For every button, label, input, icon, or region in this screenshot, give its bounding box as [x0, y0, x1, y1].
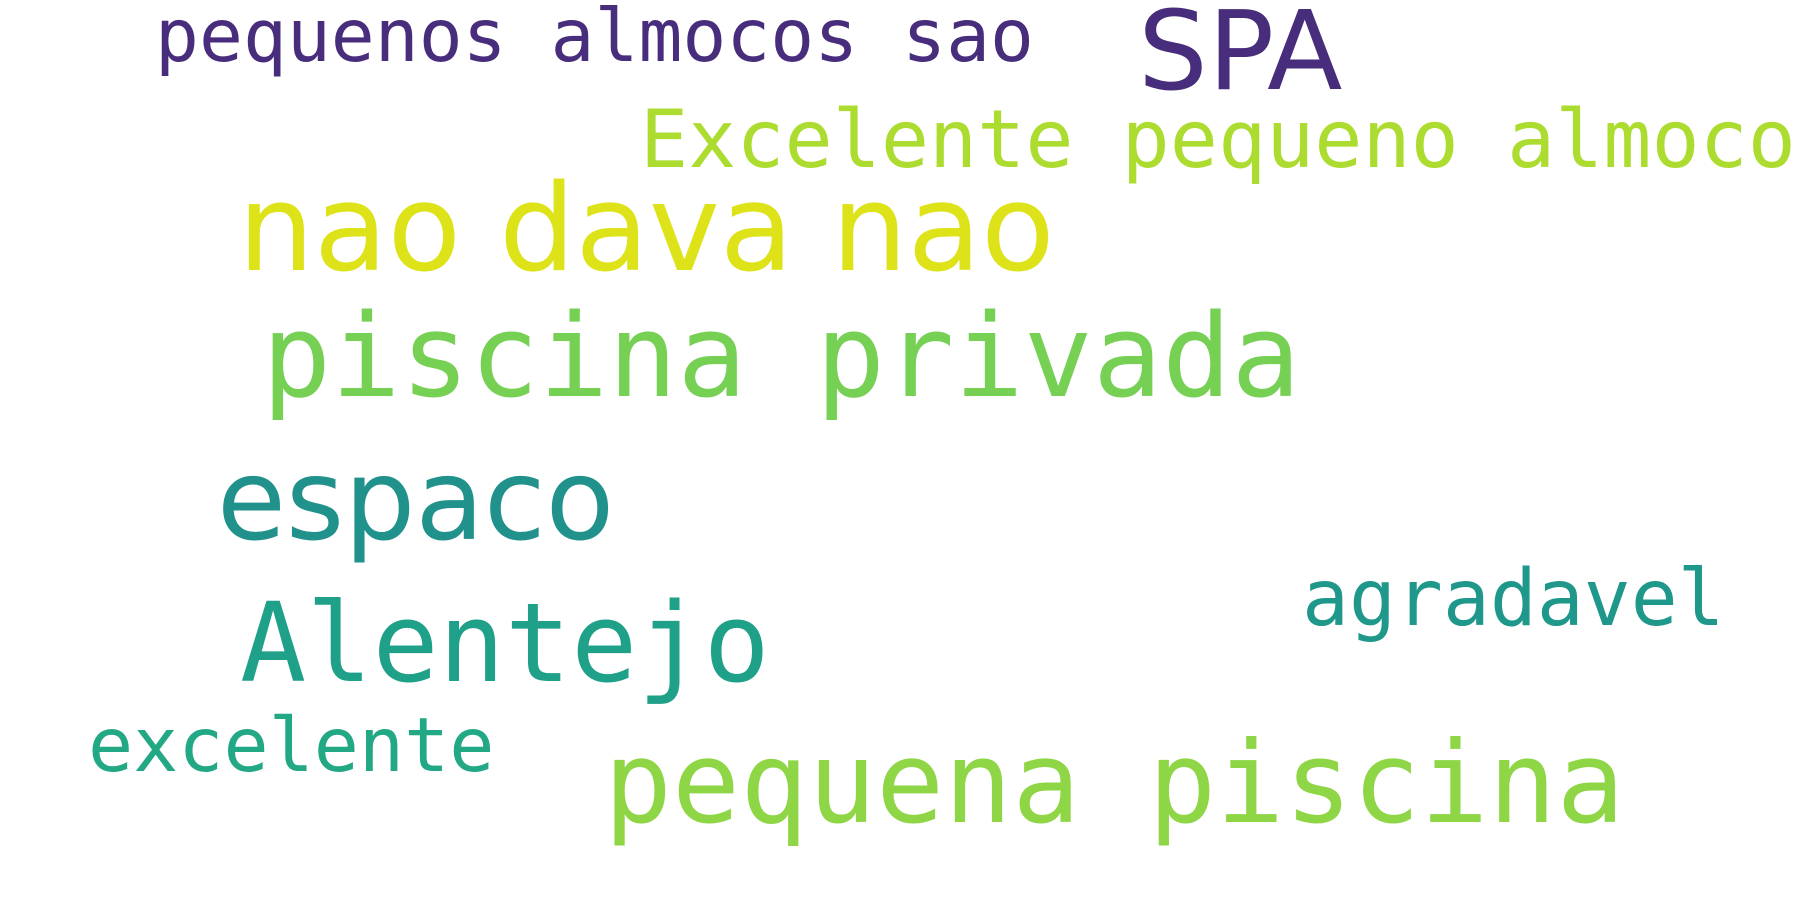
word-nao-dava-nao: nao dava nao — [238, 160, 1055, 299]
word-pequenos-almocos-sao: pequenos almocos sao — [155, 0, 1034, 79]
word-excelente: excelente — [88, 701, 495, 789]
word-pequena-piscina: pequena piscina — [604, 717, 1625, 849]
word-agradavel: agradavel — [1302, 554, 1725, 644]
word-excelente-pequeno-almoco: Excelente pequeno almoco — [640, 93, 1796, 186]
word-alentejo: Alentejo — [240, 579, 770, 707]
word-espaco: espaco — [217, 436, 615, 566]
word-piscina-privada: piscina privada — [262, 290, 1301, 424]
word-spa: SPA — [1138, 0, 1343, 115]
